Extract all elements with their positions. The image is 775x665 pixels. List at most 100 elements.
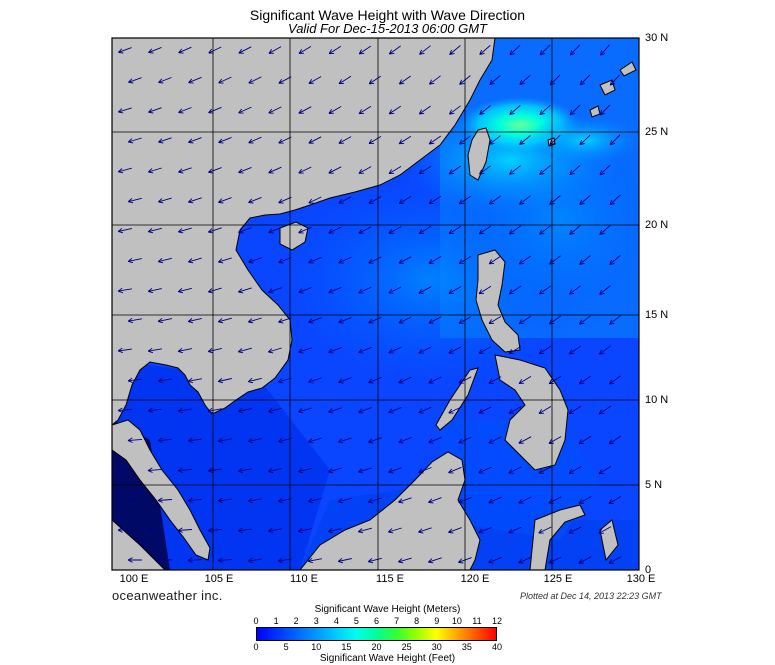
wave-arrow	[518, 496, 532, 504]
wave-arrow	[328, 166, 342, 174]
wave-arrow	[267, 347, 282, 354]
wave-arrow	[337, 437, 352, 444]
wave-arrow	[177, 407, 192, 414]
wave-arrow	[238, 227, 252, 234]
wave-arrow	[448, 286, 462, 294]
wave-arrow	[548, 496, 562, 504]
wave-arrow	[128, 77, 142, 84]
wave-arrow	[308, 256, 322, 264]
wave-arrow	[147, 227, 162, 234]
wave-arrow	[337, 497, 352, 504]
wave-arrow	[328, 45, 342, 55]
wave-arrow	[578, 315, 591, 325]
wave-arrow	[358, 346, 372, 354]
wave-arrow	[218, 136, 232, 144]
wave-arrow	[608, 435, 622, 445]
wave-arrow	[337, 557, 352, 564]
wave-arrow	[267, 527, 282, 534]
wave-arrow	[127, 317, 142, 324]
wave-arrow	[388, 467, 402, 474]
feet-tick-20: 20	[371, 642, 382, 652]
wave-arrow	[599, 104, 611, 116]
wave-arrow	[358, 407, 372, 414]
wave-arrow	[237, 407, 252, 414]
wave-arrow	[358, 45, 372, 55]
wave-arrow	[569, 225, 581, 235]
wave-arrow	[307, 377, 322, 384]
wave-arrow	[127, 257, 142, 264]
wave-arrow	[568, 405, 582, 415]
meters-tick-3: 3	[313, 616, 319, 626]
wave-arrow	[478, 526, 492, 534]
meters-tick-0: 0	[253, 616, 259, 626]
wave-arrow	[448, 406, 462, 414]
wave-arrow	[448, 346, 462, 354]
wave-arrow	[398, 256, 412, 264]
wave-arrow	[388, 166, 402, 175]
wave-arrow	[448, 466, 462, 474]
meters-tick-11: 11	[472, 616, 482, 626]
wave-arrow	[599, 164, 611, 176]
wave-arrow	[569, 44, 581, 56]
wave-arrow	[308, 76, 322, 84]
wave-arrow	[428, 256, 442, 264]
wave-arrow	[267, 407, 282, 414]
wave-arrow	[237, 347, 252, 354]
wave-arrow	[569, 104, 581, 116]
wave-arrow	[237, 467, 252, 474]
wave-arrow	[117, 227, 132, 234]
wave-arrow	[127, 557, 142, 563]
wave-arrow	[207, 467, 222, 474]
wave-arrow	[368, 75, 382, 85]
wave-arrow	[278, 76, 292, 84]
wave-arrow	[207, 227, 222, 234]
meters-tick-4: 4	[333, 616, 339, 626]
wave-arrow	[297, 527, 312, 534]
brand-logo-text: oceanweather inc.	[112, 588, 223, 603]
luzon	[475, 249, 521, 353]
wave-arrow	[188, 76, 202, 84]
wave-arrow	[247, 437, 262, 444]
wave-arrow	[418, 286, 432, 294]
wave-arrow	[398, 376, 412, 384]
wave-arrow	[598, 345, 611, 355]
wave-arrow	[358, 226, 372, 234]
wave-arrow	[237, 527, 252, 534]
lat-label-30: 30 N	[645, 32, 669, 44]
wave-arrow	[247, 497, 262, 504]
wave-arrow	[428, 135, 442, 145]
wave-arrow	[398, 316, 412, 324]
wave-arrow	[358, 166, 372, 174]
legend-meters-title: Significant Wave Height (Meters)	[314, 604, 461, 615]
wave-arrow	[479, 45, 491, 56]
wave-arrow	[388, 105, 402, 115]
wave-arrow	[488, 376, 502, 384]
wave-arrow	[488, 255, 502, 265]
wave-arrow	[448, 165, 462, 175]
feet-tick-15: 15	[341, 642, 352, 652]
wave-arrow	[578, 496, 592, 504]
feet-tick-10: 10	[311, 642, 322, 652]
lon-label-130: 130 E	[626, 573, 656, 585]
lat-label-10: 10 N	[645, 394, 669, 406]
wave-arrow	[608, 556, 622, 564]
wave-arrow	[177, 527, 193, 533]
meters-tick-7: 7	[394, 616, 400, 626]
wave-arrow	[158, 77, 172, 84]
lat-label-25: 25 N	[645, 126, 669, 138]
wave-arrow	[157, 257, 172, 264]
wave-arrow	[367, 557, 382, 564]
wave-arrow	[267, 467, 282, 474]
wave-arrow	[148, 107, 162, 114]
wave-arrow	[178, 46, 192, 54]
wave-arrow	[187, 197, 202, 204]
wave-arrow	[579, 74, 591, 86]
feet-tick-25: 25	[401, 642, 412, 652]
wave-arrow	[338, 75, 352, 85]
wave-arrow	[599, 44, 610, 56]
lon-label-105: 105 E	[204, 573, 234, 585]
wave-arrow	[508, 406, 522, 414]
wave-arrow	[298, 46, 312, 55]
wave-arrow	[187, 317, 202, 324]
wave-arrow	[298, 226, 312, 234]
